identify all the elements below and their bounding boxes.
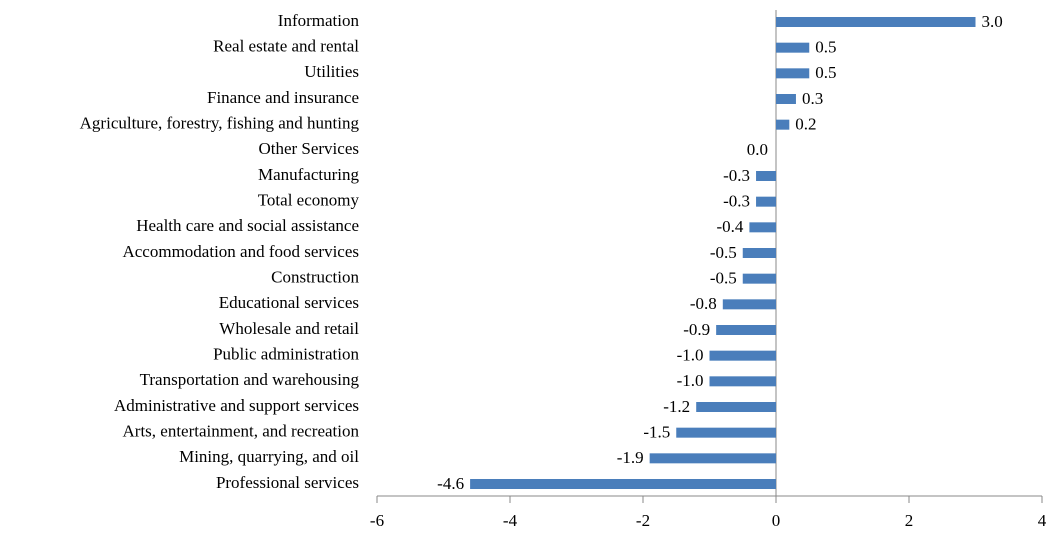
value-label: -0.3 xyxy=(723,166,750,185)
bar xyxy=(696,402,776,412)
value-label: -0.8 xyxy=(690,294,717,313)
y-tick-label: Transportation and warehousing xyxy=(140,370,360,389)
value-label: 0.0 xyxy=(747,140,768,159)
value-label: -0.5 xyxy=(710,243,737,262)
value-label: -0.4 xyxy=(716,217,743,236)
value-label: -1.9 xyxy=(617,448,644,467)
bar xyxy=(649,453,776,464)
y-tick-label: Manufacturing xyxy=(258,165,360,184)
y-tick-label: Total economy xyxy=(258,191,360,210)
bar xyxy=(776,68,810,79)
x-tick-label: 2 xyxy=(905,511,914,530)
value-label: -0.5 xyxy=(710,269,737,288)
y-tick-label: Mining, quarrying, and oil xyxy=(179,447,359,466)
bar xyxy=(776,17,976,27)
y-tick-label: Real estate and rental xyxy=(213,37,359,56)
x-tick-label: -2 xyxy=(636,511,650,530)
bar xyxy=(756,171,776,181)
y-tick-label: Educational services xyxy=(219,293,359,312)
x-tick-label: 4 xyxy=(1038,511,1047,530)
bar xyxy=(722,299,776,310)
y-tick-label: Wholesale and retail xyxy=(219,319,359,338)
value-label: 0.5 xyxy=(815,38,836,57)
y-tick-label: Construction xyxy=(271,268,359,287)
y-tick-label: Health care and social assistance xyxy=(136,216,359,235)
bar xyxy=(470,479,776,489)
y-tick-label: Other Services xyxy=(258,139,359,158)
bar xyxy=(709,376,776,387)
value-label: -1.0 xyxy=(677,371,704,390)
value-label: 0.5 xyxy=(815,63,836,82)
bar xyxy=(742,273,776,284)
bar xyxy=(709,350,776,361)
y-tick-label: Agriculture, forestry, fishing and hunti… xyxy=(80,114,360,133)
y-tick-label: Finance and insurance xyxy=(207,88,359,107)
value-label: -1.5 xyxy=(643,423,670,442)
y-tick-label: Administrative and support services xyxy=(114,396,359,415)
value-label: 0.2 xyxy=(795,115,816,134)
bar xyxy=(749,222,776,233)
y-tick-label: Accommodation and food services xyxy=(122,242,359,261)
value-label: -1.2 xyxy=(663,397,690,416)
bar xyxy=(742,248,776,258)
bar xyxy=(676,427,776,438)
value-label: -0.9 xyxy=(683,320,710,339)
value-label: -4.6 xyxy=(437,474,464,493)
bar xyxy=(776,119,790,130)
bar xyxy=(716,325,776,335)
value-label: 3.0 xyxy=(982,12,1003,31)
y-tick-label: Public administration xyxy=(213,345,359,364)
bar xyxy=(776,94,796,104)
bar xyxy=(776,42,810,53)
y-tick-label: Professional services xyxy=(216,473,359,492)
y-tick-label: Information xyxy=(278,11,360,30)
value-label: 0.3 xyxy=(802,89,823,108)
y-tick-label: Utilities xyxy=(304,62,359,81)
x-tick-label: -6 xyxy=(370,511,384,530)
value-label: -1.0 xyxy=(677,346,704,365)
y-tick-label: Arts, entertainment, and recreation xyxy=(123,422,360,441)
value-label: -0.3 xyxy=(723,192,750,211)
x-tick-label: -4 xyxy=(503,511,518,530)
bar xyxy=(756,196,776,207)
x-tick-label: 0 xyxy=(772,511,781,530)
